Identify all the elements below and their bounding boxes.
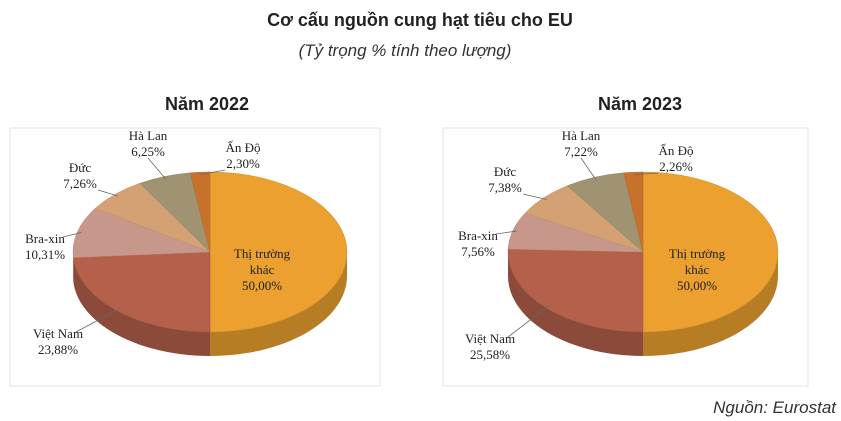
frame bbox=[9, 127, 381, 387]
data-label: Bra-xin 10,31% bbox=[25, 231, 65, 262]
data-label: Thị trường khác 50,00% bbox=[669, 246, 726, 293]
frame bbox=[442, 127, 809, 387]
data-label: Đức 7,26% bbox=[63, 160, 97, 191]
label-value: 23,88% bbox=[38, 342, 78, 357]
label-name-cont: khác bbox=[685, 262, 710, 277]
label-value: 2,26% bbox=[659, 159, 693, 174]
label-name: Việt Nam bbox=[33, 326, 83, 341]
data-label: Việt Nam 23,88% bbox=[33, 326, 83, 357]
slice bbox=[623, 171, 644, 253]
data-label: Bra-xin 7,56% bbox=[458, 228, 498, 259]
leader-line bbox=[495, 230, 517, 235]
data-label: Hà Lan 7,22% bbox=[562, 128, 601, 159]
slice bbox=[72, 208, 211, 258]
data-label: Đức 7,38% bbox=[488, 164, 522, 195]
data-label: Việt Nam 25,58% bbox=[465, 331, 515, 362]
slice-side bbox=[210, 252, 347, 356]
chart-title: Năm 2022 bbox=[165, 94, 249, 114]
page-subtitle: (Tỷ trọng % tính theo lượng) bbox=[299, 41, 512, 60]
label-name: Hà Lan bbox=[562, 128, 601, 143]
label-value: 10,31% bbox=[25, 247, 65, 262]
label-name: Bra-xin bbox=[458, 228, 498, 243]
leader-line bbox=[507, 305, 549, 338]
label-value: 50,00% bbox=[677, 278, 717, 293]
label-value: 7,22% bbox=[564, 144, 598, 159]
leader-line bbox=[62, 232, 82, 238]
leader-line bbox=[200, 169, 226, 175]
page-title: Cơ cấu nguồn cung hạt tiêu cho EU bbox=[267, 10, 573, 30]
data-label: Thị trường khác 50,00% bbox=[234, 246, 291, 293]
chart-title: Năm 2023 bbox=[598, 94, 682, 114]
label-name: Ấn Độ bbox=[225, 140, 260, 155]
label-name: Bra-xin bbox=[25, 231, 65, 246]
slice-side bbox=[643, 252, 778, 356]
label-name: Hà Lan bbox=[129, 128, 168, 143]
label-value: 50,00% bbox=[242, 278, 282, 293]
label-name-cont: khác bbox=[250, 262, 275, 277]
label-name: Ấn Độ bbox=[658, 143, 693, 158]
label-value: 25,58% bbox=[470, 347, 510, 362]
label-name: Thị trường bbox=[234, 246, 291, 261]
label-value: 7,26% bbox=[63, 176, 97, 191]
data-label: Ấn Độ 2,26% bbox=[658, 143, 693, 174]
label-name: Việt Nam bbox=[465, 331, 515, 346]
label-name: Đức bbox=[494, 164, 516, 179]
label-value: 2,30% bbox=[226, 156, 260, 171]
slice-side bbox=[508, 252, 643, 356]
slice-side bbox=[73, 257, 210, 356]
label-name: Thị trường bbox=[669, 246, 726, 261]
label-value: 6,25% bbox=[131, 144, 165, 159]
leader-line bbox=[147, 157, 166, 180]
leader-line bbox=[75, 308, 120, 333]
leader-line bbox=[522, 193, 547, 200]
label-value: 7,56% bbox=[461, 244, 495, 259]
slice bbox=[642, 171, 779, 333]
source: Nguồn: Eurostat bbox=[713, 398, 837, 417]
leader-line bbox=[580, 157, 597, 180]
leader-line bbox=[97, 189, 119, 197]
data-label: Ấn Độ 2,30% bbox=[225, 140, 260, 171]
data-label: Hà Lan 6,25% bbox=[129, 128, 168, 159]
label-value: 7,38% bbox=[488, 180, 522, 195]
slice bbox=[189, 171, 211, 253]
slice bbox=[507, 248, 644, 333]
slice bbox=[209, 171, 348, 333]
label-name: Đức bbox=[69, 160, 91, 175]
leader-line bbox=[633, 172, 659, 175]
